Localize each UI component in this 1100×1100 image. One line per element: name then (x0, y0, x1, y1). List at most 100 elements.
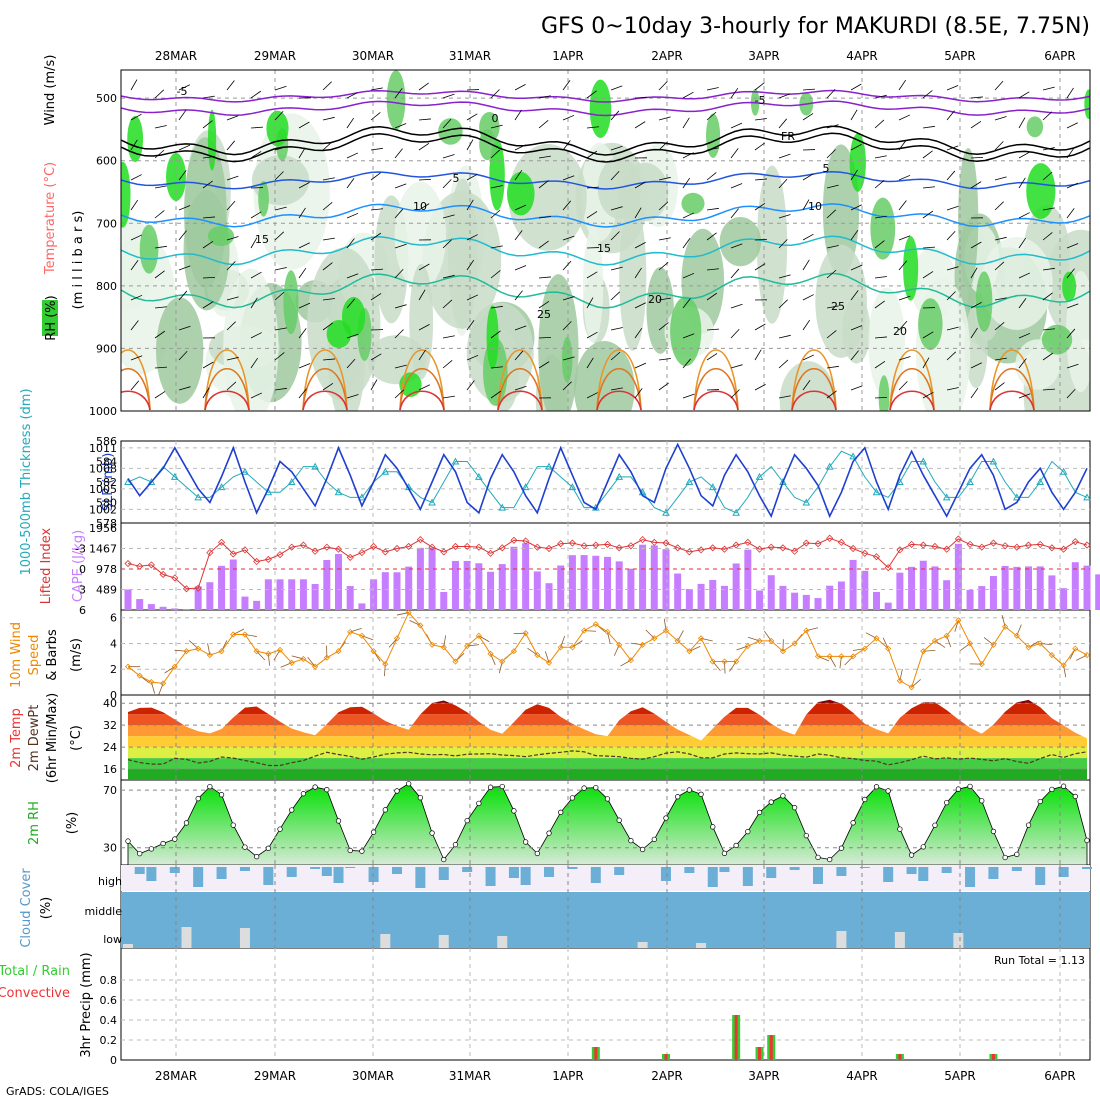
wind-barb (946, 205, 959, 211)
wind-barb (154, 125, 167, 129)
wind-barb (658, 297, 671, 301)
cape-bar (884, 602, 892, 610)
wind-barb (778, 178, 788, 189)
wind-barb (154, 149, 165, 159)
wind-barb (778, 153, 791, 159)
cloud-low-bar (380, 934, 391, 948)
wind-barb (1042, 232, 1053, 241)
wind-barb (514, 265, 527, 271)
wind-barb (634, 267, 642, 279)
wind-barb (754, 178, 767, 181)
wind-barb (586, 186, 599, 189)
wind10-marker (230, 631, 237, 638)
wind-barb (298, 302, 311, 309)
lifted-index-marker (908, 540, 916, 548)
cloud-high-bar (415, 867, 426, 888)
wind-barb (322, 201, 333, 211)
wind10-marker (639, 641, 646, 648)
cape-bar (522, 543, 530, 610)
wind-barb (754, 349, 762, 361)
wind-barb (730, 122, 743, 129)
wind-barb (922, 90, 933, 99)
wind-barb (226, 381, 237, 391)
wind-barb (538, 240, 549, 249)
contour-label: 10 (413, 200, 427, 213)
wind-barb (1066, 87, 1074, 99)
wind-barb (802, 233, 814, 241)
wind-barb (130, 139, 138, 151)
wind10-marker (1037, 640, 1044, 647)
wind-barb (466, 173, 478, 181)
wind-barb (130, 234, 143, 241)
rh2m-marker (827, 856, 833, 863)
cape-bar (966, 589, 974, 610)
lifted-index-marker (229, 550, 237, 558)
cape-bar (241, 596, 249, 610)
cape-bar (627, 568, 635, 610)
cloud-high-bar (941, 867, 952, 873)
wind-barb (514, 230, 523, 241)
wind-barb (826, 330, 837, 339)
rh2m-marker (253, 853, 260, 860)
lifted-index-marker (253, 557, 261, 566)
thickness-marker (755, 472, 764, 480)
cloud-low-bar (181, 927, 192, 948)
cloud-high-bar (660, 867, 671, 881)
wind-barb (298, 147, 306, 159)
wind10-marker (417, 622, 424, 629)
upper-air-plot (121, 70, 1090, 411)
wind-barb (658, 237, 671, 241)
contour-label: 15 (255, 233, 269, 246)
cloud-high-bar (193, 867, 204, 887)
date-label-top: 2APR (651, 49, 682, 63)
precip-convective-bar (898, 1054, 902, 1060)
temperature-band (128, 747, 1087, 759)
wind-barb (226, 80, 235, 91)
cloud-level-label: middle (84, 905, 122, 918)
wind-barb (706, 328, 719, 331)
pressure-tick-label: 1000 (89, 405, 117, 418)
rh-shading (223, 268, 279, 411)
rh-shading-moist (258, 180, 269, 217)
cloud-high-bar (263, 867, 274, 885)
wind10-marker (920, 648, 927, 655)
wind-barb (778, 274, 791, 279)
wind-barb (466, 113, 478, 121)
cape-bar (1025, 566, 1033, 610)
wind-barb (658, 382, 669, 391)
pressure-tick-label: 500 (96, 92, 117, 105)
cape-bar (451, 560, 459, 610)
lifted-index-marker (592, 541, 600, 549)
wind-barb (418, 178, 432, 181)
wind-barb (418, 82, 429, 91)
date-label-bottom: 2APR (651, 1069, 682, 1083)
wind-barb (370, 147, 383, 151)
wind-barb (226, 140, 236, 151)
boundary-layer-contour (497, 390, 543, 411)
rh-shading (620, 162, 669, 222)
cape-bar (732, 563, 740, 610)
rh-shading (915, 277, 971, 411)
wind-barb (898, 140, 907, 151)
wind-barb (730, 303, 743, 309)
wind-barb (922, 331, 934, 339)
rh2m-area (127, 783, 1088, 866)
wind-barb (322, 177, 335, 181)
wind-barb (994, 176, 1007, 181)
temperature-contour (121, 272, 1090, 309)
rh2m-marker (1014, 851, 1020, 857)
cloud-high-bar (789, 867, 800, 870)
cape-bar (791, 592, 799, 610)
pressure-tick-label: 900 (96, 342, 117, 355)
wind10-marker (686, 648, 693, 655)
lifted-index-marker (1001, 542, 1009, 550)
cloud-low-bar (239, 928, 250, 948)
lifted-index-marker (814, 540, 822, 548)
lifted-index-marker (440, 548, 448, 556)
cape-bar (615, 561, 623, 610)
boundary-layer-contour (399, 390, 445, 411)
wind-barb (946, 291, 956, 301)
wind-barb (994, 297, 1007, 301)
dewpt2m-axis-label: 2m DewPt (27, 705, 42, 772)
